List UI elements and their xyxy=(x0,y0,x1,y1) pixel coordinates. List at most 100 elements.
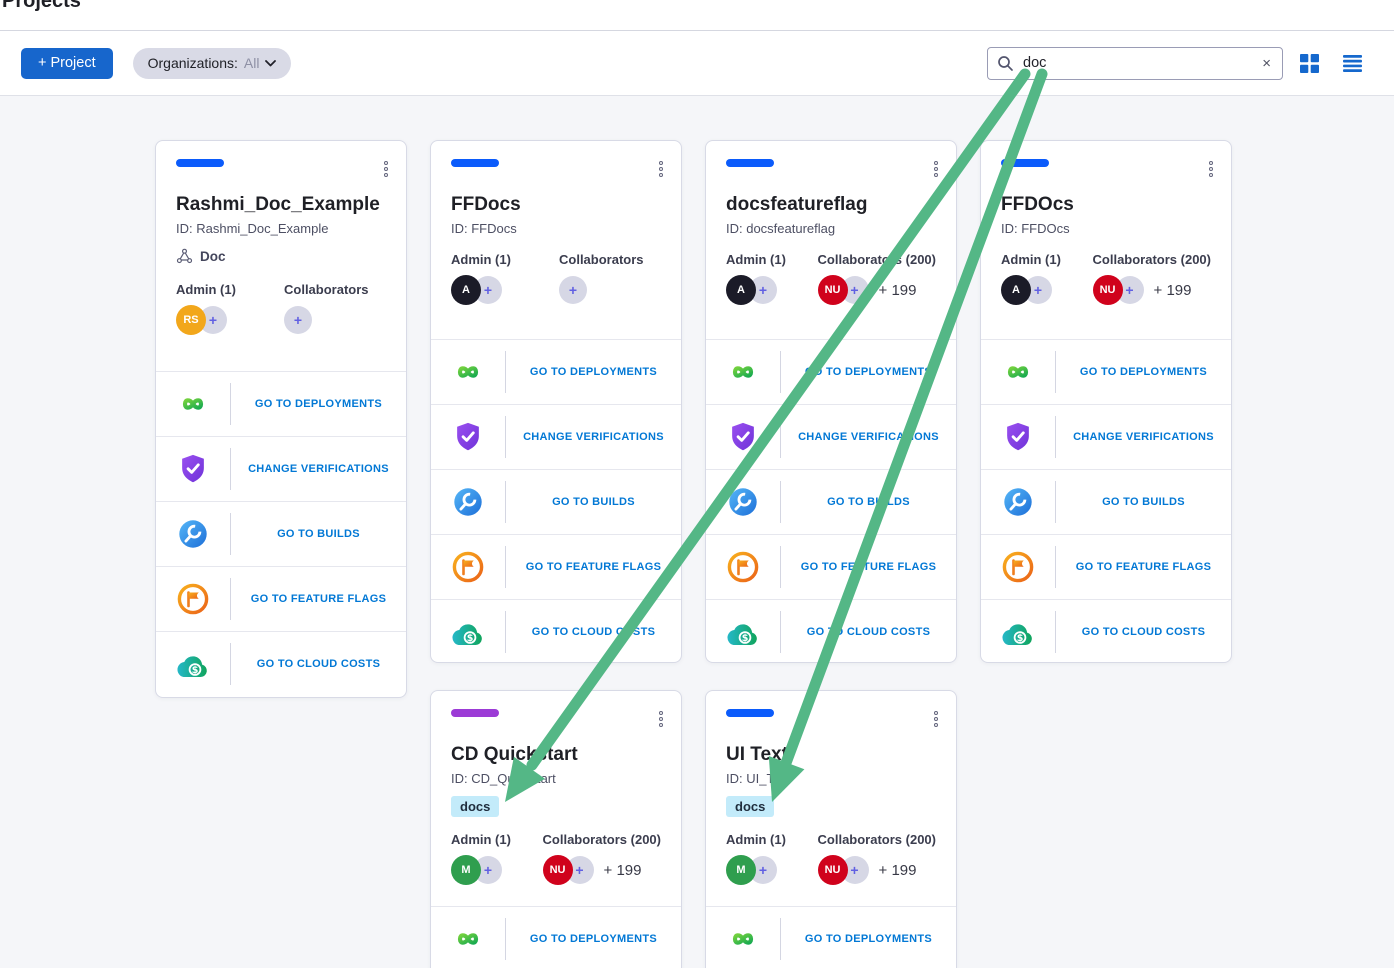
divider xyxy=(505,481,506,523)
card-action-link[interactable]: CHANGE VERIFICATIONS xyxy=(798,431,939,443)
card-action-link[interactable]: GO TO DEPLOYMENTS xyxy=(529,933,658,945)
card-action-link[interactable]: CHANGE VERIFICATIONS xyxy=(248,463,389,475)
project-card[interactable]: CD Quickstart ID: CD_Quickstart docs Adm… xyxy=(430,690,682,968)
project-card[interactable]: Rashmi_Doc_Example ID: Rashmi_Doc_Exampl… xyxy=(155,140,407,698)
kebab-menu-icon[interactable] xyxy=(657,159,665,179)
card-action-link[interactable]: GO TO FEATURE FLAGS xyxy=(800,561,937,573)
admin-avatar[interactable]: A xyxy=(451,275,481,305)
admin-label: Admin (1) xyxy=(451,252,511,267)
card-action-row[interactable]: GO TO BUILDS xyxy=(156,501,406,566)
kebab-menu-icon[interactable] xyxy=(932,709,940,729)
project-card-header: UI Text ID: UI_Text docs Admin (1) M + C… xyxy=(706,691,956,906)
search-icon xyxy=(997,55,1014,72)
collaborator-avatar[interactable]: NU xyxy=(817,275,848,305)
search-input[interactable] xyxy=(1021,54,1254,72)
divider xyxy=(505,416,506,458)
search-clear-icon[interactable]: × xyxy=(1262,54,1271,72)
card-action-row[interactable]: $ GO TO CLOUD COSTS xyxy=(431,599,681,662)
project-id: ID: Rashmi_Doc_Example xyxy=(176,221,329,236)
card-action-row[interactable]: GO TO BUILDS xyxy=(981,469,1231,534)
card-action-row[interactable]: CHANGE VERIFICATIONS xyxy=(431,404,681,469)
card-action-row[interactable]: GO TO DEPLOYMENTS xyxy=(431,339,681,404)
card-action-link[interactable]: GO TO CLOUD COSTS xyxy=(806,626,931,638)
card-action-row[interactable]: GO TO FEATURE FLAGS xyxy=(156,566,406,631)
kebab-menu-icon[interactable] xyxy=(932,159,940,179)
kebab-menu-icon[interactable] xyxy=(1207,159,1215,179)
card-action-row[interactable]: $ GO TO CLOUD COSTS xyxy=(981,599,1231,662)
card-action-link[interactable]: GO TO DEPLOYMENTS xyxy=(254,398,383,410)
admin-avatar[interactable]: RS xyxy=(176,305,206,335)
collaborator-avatar[interactable]: NU xyxy=(1092,275,1123,305)
card-action-link[interactable]: GO TO DEPLOYMENTS xyxy=(804,933,933,945)
collaborators-extra-count: + 199 xyxy=(1153,281,1192,299)
admin-avatar[interactable]: M xyxy=(451,855,481,885)
card-action-link[interactable]: GO TO BUILDS xyxy=(552,496,635,508)
project-card[interactable]: UI Text ID: UI_Text docs Admin (1) M + C… xyxy=(705,690,957,968)
project-card[interactable]: FFDocs ID: FFDocs Admin (1) A + Collabor… xyxy=(430,140,682,663)
card-action-link[interactable]: GO TO FEATURE FLAGS xyxy=(525,561,662,573)
project-title: CD Quickstart xyxy=(451,744,578,765)
card-action-link[interactable]: GO TO BUILDS xyxy=(827,496,910,508)
collaborator-avatar[interactable]: NU xyxy=(817,855,848,885)
card-action-row[interactable]: GO TO DEPLOYMENTS xyxy=(431,906,681,968)
divider xyxy=(1055,481,1056,523)
card-action-link[interactable]: GO TO DEPLOYMENTS xyxy=(1079,366,1208,378)
card-action-row[interactable]: $ GO TO CLOUD COSTS xyxy=(156,631,406,696)
people-row: Admin (1) RS + Collaborators + xyxy=(176,282,386,335)
card-action-link[interactable]: GO TO BUILDS xyxy=(277,528,360,540)
organizations-filter[interactable]: Organizations: All xyxy=(132,47,292,79)
card-action-link[interactable]: GO TO CLOUD COSTS xyxy=(1081,626,1206,638)
kebab-menu-icon[interactable] xyxy=(382,159,390,179)
add-collaborator-button[interactable]: + xyxy=(284,306,312,334)
project-card[interactable]: FFDOcs ID: FFDOcs Admin (1) A + Collabor… xyxy=(980,140,1232,663)
kebab-menu-icon[interactable] xyxy=(657,709,665,729)
card-action-row[interactable]: GO TO DEPLOYMENTS xyxy=(156,371,406,436)
add-collaborator-button[interactable]: + xyxy=(559,276,587,304)
card-action-row[interactable]: GO TO FEATURE FLAGS xyxy=(706,534,956,599)
collaborator-avatar[interactable]: NU xyxy=(542,855,573,885)
admin-avatar[interactable]: M xyxy=(726,855,756,885)
card-action-link[interactable]: CHANGE VERIFICATIONS xyxy=(523,431,664,443)
feature-flags-icon xyxy=(431,549,505,585)
admin-avatar[interactable]: A xyxy=(1001,275,1031,305)
admin-avatar[interactable]: A xyxy=(726,275,756,305)
new-project-button[interactable]: + Project xyxy=(21,47,113,79)
card-action-row[interactable]: CHANGE VERIFICATIONS xyxy=(156,436,406,501)
divider xyxy=(505,546,506,588)
module-color-bar-row xyxy=(726,709,936,719)
card-action-link[interactable]: GO TO CLOUD COSTS xyxy=(256,658,381,670)
card-action-row[interactable]: GO TO BUILDS xyxy=(431,469,681,534)
module-color-bar-row xyxy=(176,159,386,169)
grid-view-icon[interactable] xyxy=(1300,53,1319,73)
project-card-header: CD Quickstart ID: CD_Quickstart docs Adm… xyxy=(431,691,681,906)
card-action-row[interactable]: GO TO DEPLOYMENTS xyxy=(706,906,956,968)
list-view-icon[interactable] xyxy=(1343,54,1362,72)
card-action-link[interactable]: GO TO BUILDS xyxy=(1102,496,1185,508)
card-action-link[interactable]: CHANGE VERIFICATIONS xyxy=(1073,431,1214,443)
search-box[interactable]: × xyxy=(987,46,1283,80)
card-action-link[interactable]: GO TO FEATURE FLAGS xyxy=(1075,561,1212,573)
collaborators-extra-count: + 199 xyxy=(878,861,917,879)
card-action-row[interactable]: GO TO BUILDS xyxy=(706,469,956,534)
project-id: ID: CD_Quickstart xyxy=(451,771,556,786)
card-action-row[interactable]: GO TO DEPLOYMENTS xyxy=(981,339,1231,404)
card-action-row[interactable]: GO TO FEATURE FLAGS xyxy=(431,534,681,599)
project-card-header: FFDOcs ID: FFDOcs Admin (1) A + Collabor… xyxy=(981,141,1231,339)
card-action-link[interactable]: GO TO DEPLOYMENTS xyxy=(529,366,658,378)
card-action-row[interactable]: CHANGE VERIFICATIONS xyxy=(981,404,1231,469)
card-action-row[interactable]: $ GO TO CLOUD COSTS xyxy=(706,599,956,662)
card-action-link[interactable]: GO TO FEATURE FLAGS xyxy=(250,593,387,605)
project-tag: Doc xyxy=(176,244,386,268)
organizations-filter-label: Organizations: xyxy=(147,55,238,71)
card-action-link[interactable]: GO TO DEPLOYMENTS xyxy=(804,366,933,378)
card-action-row[interactable]: CHANGE VERIFICATIONS xyxy=(706,404,956,469)
divider xyxy=(1055,416,1056,458)
card-action-row[interactable]: GO TO FEATURE FLAGS xyxy=(981,534,1231,599)
project-card[interactable]: docsfeatureflag ID: docsfeatureflag Admi… xyxy=(705,140,957,663)
card-action-link[interactable]: GO TO CLOUD COSTS xyxy=(531,626,656,638)
card-action-rows: GO TO DEPLOYMENTS CHANGE VERIFICATIONS GO … xyxy=(156,371,406,696)
collaborators-label: Collaborators xyxy=(559,252,644,267)
project-id: ID: docsfeatureflag xyxy=(726,221,836,236)
card-action-row[interactable]: GO TO DEPLOYMENTS xyxy=(706,339,956,404)
project-tag: docs xyxy=(451,794,661,818)
